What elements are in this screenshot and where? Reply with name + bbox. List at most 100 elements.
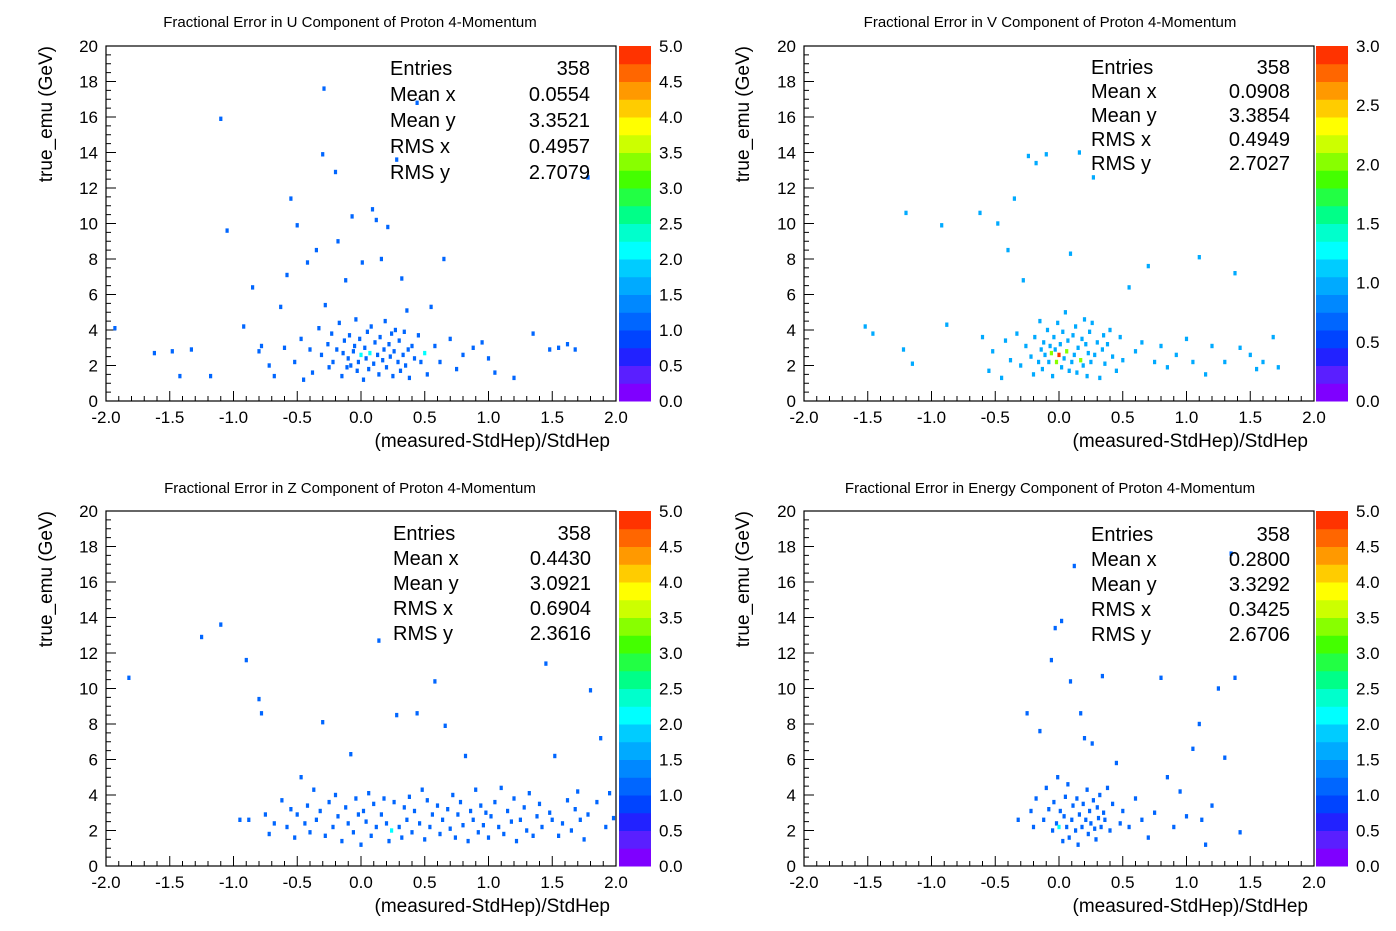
data-cell [225,228,229,233]
data-cell [1140,340,1144,345]
stats-label: RMS x [390,136,450,158]
colorbar-label: 1.0 [659,321,683,340]
data-cell [289,196,293,201]
data-cell [251,285,255,290]
data-cell [374,217,378,223]
y-tick-label: 10 [777,680,796,699]
data-cell [863,324,867,329]
data-cell [1095,340,1099,345]
data-cell [293,359,297,365]
colorbar-label: 3.0 [659,179,683,198]
data-cell [423,350,427,356]
colorbar-segment [619,134,651,153]
data-cell [1051,828,1055,833]
data-cell [344,805,348,810]
y-tick-label: 18 [79,73,98,92]
data-cell [1074,828,1078,833]
data-cell [178,373,182,379]
data-cell [1133,349,1138,354]
data-cell [1070,817,1074,822]
colorbar-segment [619,741,651,760]
stats-label: Mean y [393,573,459,595]
colorbar-segment [1316,294,1348,313]
data-cell [497,824,501,830]
data-cell [1223,359,1227,365]
data-cell [456,812,460,817]
x-tick-label: -0.5 [283,408,312,427]
data-cell [340,838,344,844]
data-cell [1040,366,1044,372]
data-cell [279,304,283,310]
data-cell [308,830,312,835]
data-cell [379,812,383,817]
data-cell [486,356,491,361]
data-cell [493,370,497,375]
data-cell [323,833,327,838]
data-cell [448,336,452,342]
data-cell [200,634,204,640]
colorbar-segment [1316,812,1348,831]
stats-value: 2.6706 [1229,624,1290,646]
data-cell [346,356,350,361]
x-tick-label: 1.0 [1175,408,1199,427]
colorbar-segment [1316,99,1348,118]
colorbar-segment [619,795,651,814]
data-cell [322,86,326,91]
x-tick-label: 0.5 [1111,408,1135,427]
data-cell [386,224,390,230]
data-cell [263,812,267,817]
data-cell [395,712,399,718]
colorbar-segment [1316,706,1348,725]
data-cell [398,368,403,373]
data-cell [466,838,470,844]
data-cell [471,345,475,350]
data-cell [387,342,391,347]
x-axis-title: (measured-StdHep)/StdHep [375,896,611,917]
colorbar-segment [1316,741,1348,760]
data-cell [376,352,380,358]
data-cell [312,787,316,792]
colorbar-segment [619,706,651,725]
data-cell [1039,347,1043,352]
data-cell [471,817,475,822]
data-cell [442,256,446,262]
data-cell [314,817,318,822]
colorbar-label: 3.0 [1356,37,1380,56]
data-cell [364,356,368,361]
data-cell [361,808,366,814]
data-cell [527,791,531,796]
data-cell [402,329,406,334]
data-cell [1026,153,1030,159]
y-tick-label: 16 [777,573,796,592]
stats-value: 3.3521 [529,110,590,132]
data-cell [345,365,349,370]
stats-label: Entries [393,523,455,545]
data-cell [1045,327,1050,333]
data-cell [293,835,297,840]
colorbar-segment [1316,653,1348,672]
data-cell [476,830,480,835]
data-cell [367,791,371,796]
colorbar-segment [619,188,651,207]
y-tick-label: 8 [89,715,98,734]
panel-u-component: Fractional Error in U Component of Proto… [36,14,683,452]
data-cell [412,808,417,814]
data-cell [326,342,330,347]
data-cell [1056,320,1060,326]
y-tick-label: 2 [787,822,796,841]
stats-value: 2.7027 [1229,153,1290,175]
y-tick-label: 18 [777,73,796,92]
data-cell [335,347,339,352]
data-cell [910,361,914,366]
data-cell [323,302,327,308]
x-tick-label: 1.0 [1175,873,1199,892]
data-cell [393,327,397,333]
data-cell [512,796,516,801]
colorbar-segment [619,241,651,260]
data-cell [525,828,529,833]
data-cell [1056,775,1060,780]
data-cell [1049,657,1053,663]
stats-value: 358 [558,523,591,545]
data-cell [904,210,908,216]
data-cell [285,272,289,278]
